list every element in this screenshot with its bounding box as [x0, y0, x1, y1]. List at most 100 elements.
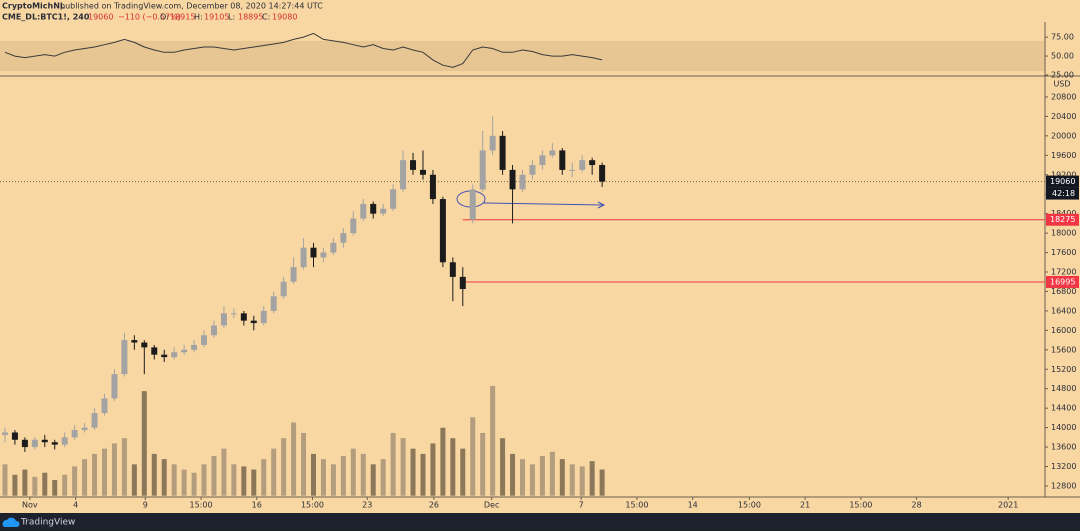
volume-bar: [201, 464, 207, 496]
candle-body: [589, 160, 596, 166]
volume-bar: [340, 455, 346, 496]
y-tick-label: 16400: [1051, 306, 1076, 315]
candle-body: [459, 276, 466, 290]
change: −110 (−0.57%): [118, 13, 181, 22]
x-tick-label: 15:00: [849, 501, 872, 510]
x-tick-label: 15:00: [301, 501, 324, 510]
candle-body: [1, 432, 8, 435]
ohlc-label: H:: [194, 13, 203, 22]
y-tick-label: 12800: [1051, 481, 1076, 490]
volume-bar: [181, 469, 187, 496]
candle-body: [390, 189, 397, 209]
last: 19060: [88, 13, 113, 22]
volume-bar: [520, 459, 525, 496]
volume-bar: [350, 448, 356, 496]
annotation-arrowhead: [597, 201, 606, 209]
volume-bar: [599, 469, 605, 496]
x-tick-label: 15:00: [190, 501, 213, 510]
candle-body: [201, 335, 208, 345]
y-tick-label: 20800: [1051, 92, 1076, 101]
y-tick-label: 20400: [1051, 112, 1076, 121]
y-tick-label: 15200: [1051, 365, 1076, 374]
volume-bar: [450, 438, 456, 496]
brand[interactable]: TradingView: [20, 518, 75, 528]
candle-body: [449, 262, 456, 277]
y-tick-label: 14400: [1051, 404, 1076, 413]
candle-body: [350, 218, 357, 234]
volume-bar: [380, 459, 386, 496]
candle-body: [230, 313, 237, 315]
candle-body: [509, 169, 516, 190]
volume-bar: [370, 464, 376, 496]
candle-body: [429, 174, 436, 200]
candle-body: [220, 313, 227, 326]
candle-body: [519, 174, 526, 190]
countdown-label: 42:18: [1052, 189, 1075, 198]
volume-bar: [42, 472, 48, 496]
candle-body: [270, 296, 277, 311]
volume-bar: [410, 448, 416, 496]
candle-body: [111, 374, 118, 399]
candle-body: [340, 233, 347, 243]
volume-bar: [420, 453, 426, 496]
x-tick-label: 4: [73, 501, 78, 510]
rsi-tick-label: 50.00: [1051, 52, 1074, 61]
logo: [2, 517, 20, 527]
volume-bar: [141, 391, 147, 496]
volume-bar: [301, 432, 307, 496]
candle-body: [121, 340, 128, 375]
price-badge-label: 18275: [1050, 215, 1075, 224]
x-tick-label: 14: [688, 501, 698, 510]
rsi-tick-label: 75.00: [1051, 33, 1074, 42]
candle-body: [549, 150, 556, 156]
x-tick-label: 26: [429, 501, 439, 510]
volume-bar: [121, 438, 127, 496]
candle-body: [91, 413, 98, 428]
candle-body: [419, 169, 426, 175]
price-badge-label: 16995: [1050, 277, 1075, 286]
candle-body: [439, 199, 446, 263]
candle-body: [181, 349, 188, 353]
rsi-line: [4, 32, 603, 68]
candle-body: [41, 439, 48, 443]
volume-bar: [390, 432, 396, 496]
candle-body: [330, 242, 337, 253]
x-tick-label: 15:00: [738, 501, 761, 510]
volume-bar: [559, 459, 565, 496]
candle-body: [191, 344, 198, 350]
volume-bar: [360, 453, 366, 496]
candle-body: [31, 439, 38, 448]
candle-body: [131, 340, 138, 343]
volume-bar: [231, 464, 237, 496]
volume-bar: [241, 466, 247, 496]
volume-bar: [191, 472, 197, 496]
candle-body: [161, 354, 168, 358]
y-tick-label: 18400: [1051, 209, 1076, 218]
candle-body: [81, 427, 88, 431]
volume-bar: [131, 464, 137, 496]
candle-body: [539, 155, 546, 166]
volume-bar: [221, 448, 227, 496]
volume-bar: [271, 448, 277, 496]
candle-body: [489, 135, 496, 151]
ohlc-label: O:: [160, 13, 169, 22]
y-tick-label: 13200: [1051, 462, 1076, 471]
ohlc-value: 19105: [204, 13, 229, 22]
candle-body: [499, 135, 506, 170]
volume-bar: [261, 459, 267, 496]
annotation-arrow: [482, 202, 604, 206]
volume-bar: [330, 464, 336, 496]
y-tick-label: 13600: [1051, 443, 1076, 452]
x-tick-label: Dec: [484, 501, 499, 510]
rsi-tick-label: 25.00: [1051, 71, 1074, 80]
volume-bar: [171, 464, 177, 496]
volume-bar: [529, 464, 535, 496]
y-tick-label: 20000: [1051, 131, 1076, 140]
x-tick-label: 15:00: [625, 501, 648, 510]
volume-bar: [589, 461, 595, 496]
candle-body: [11, 432, 18, 440]
footer-bar: [0, 513, 1080, 531]
candle-body: [360, 203, 367, 219]
candle-body: [141, 342, 148, 348]
